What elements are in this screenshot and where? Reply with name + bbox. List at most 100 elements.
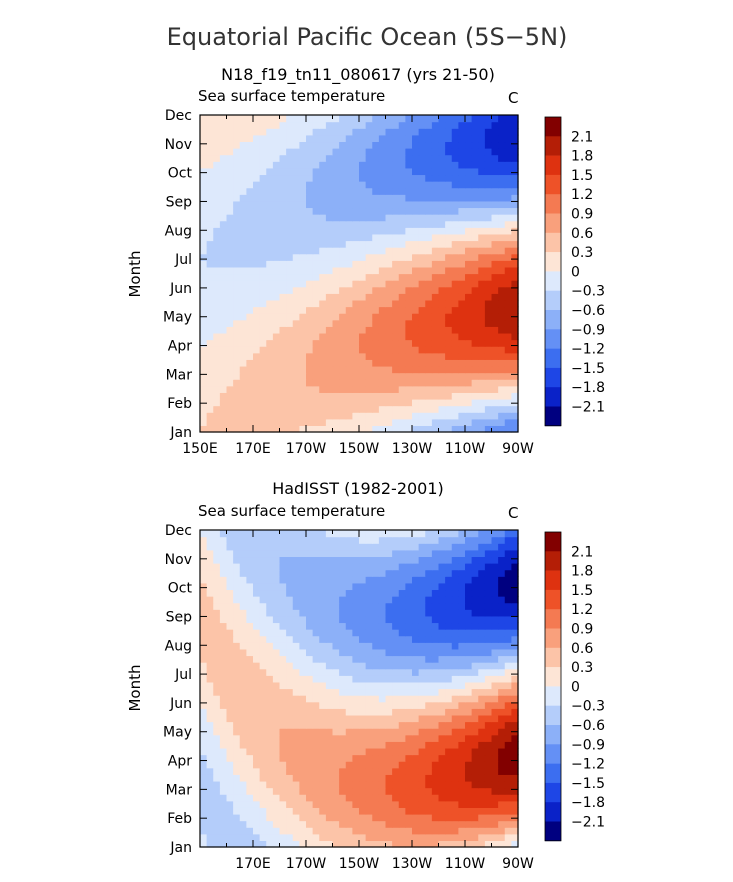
heatmap-cell: [431, 365, 440, 374]
heatmap-cell: [259, 319, 267, 327]
heatmap-cell: [239, 233, 247, 242]
heatmap-cell: [279, 602, 287, 610]
heatmap-cell: [504, 820, 512, 828]
heatmap-cell: [458, 260, 466, 268]
heatmap-cell: [478, 379, 486, 387]
heatmap-cell: [385, 266, 393, 275]
heatmap-cell: [259, 392, 267, 400]
heatmap-cell: [398, 319, 406, 327]
heatmap-cell: [253, 233, 261, 242]
heatmap-cell: [272, 174, 281, 182]
heatmap-cell: [325, 556, 334, 564]
heatmap-cell: [392, 332, 400, 341]
heatmap-cell: [511, 365, 519, 374]
heatmap-cell: [478, 273, 486, 281]
heatmap-cell: [219, 754, 228, 762]
heatmap-cell: [504, 365, 512, 374]
heatmap-cell: [372, 392, 380, 400]
heatmap-cell: [259, 754, 267, 762]
heatmap-cell: [491, 827, 499, 835]
heatmap-cell: [259, 398, 267, 407]
heatmap-cell: [438, 681, 446, 690]
heatmap-cell: [359, 840, 367, 848]
heatmap-cell: [332, 708, 340, 716]
heatmap-cell: [418, 741, 426, 749]
heatmap-cell: [332, 405, 340, 413]
heatmap-cell: [306, 240, 314, 248]
heatmap-cell: [359, 293, 367, 301]
heatmap-cell: [279, 286, 287, 294]
heatmap-cell: [279, 761, 287, 769]
heatmap-cell: [392, 352, 400, 360]
heatmap-cell: [306, 635, 314, 643]
heatmap-cell: [398, 385, 406, 393]
heatmap-cell: [345, 359, 353, 367]
heatmap-cell: [286, 194, 294, 202]
heatmap-cell: [398, 800, 406, 808]
heatmap-cell: [405, 412, 413, 420]
heatmap-cell: [484, 306, 493, 314]
heatmap-cell: [306, 200, 314, 209]
heatmap-cell: [385, 121, 393, 129]
heatmap-cell: [345, 820, 353, 828]
heatmap-cell: [226, 787, 234, 795]
heatmap-cell: [206, 721, 214, 729]
heatmap-cell: [292, 181, 300, 189]
heatmap-cell: [372, 681, 380, 690]
heatmap-cell: [484, 128, 493, 136]
heatmap-cell: [478, 365, 486, 374]
heatmap-cell: [478, 167, 486, 176]
heatmap-cell: [352, 530, 360, 538]
heatmap-cell: [219, 398, 228, 407]
heatmap-cell: [365, 200, 373, 209]
heatmap-cell: [299, 405, 307, 413]
heatmap-cell: [332, 761, 340, 769]
heatmap-cell: [292, 372, 300, 380]
panel-obs-variable: Sea surface temperature: [198, 502, 385, 520]
heatmap-cell: [200, 662, 208, 670]
heatmap-cell: [312, 780, 320, 789]
heatmap-cell: [372, 154, 380, 162]
heatmap-cell: [431, 293, 440, 301]
heatmap-cell: [319, 174, 327, 182]
heatmap-cell: [498, 800, 506, 808]
heatmap-cell: [306, 833, 314, 841]
heatmap-cell: [253, 214, 261, 222]
heatmap-cell: [272, 800, 281, 808]
heatmap-cell: [325, 266, 334, 275]
heatmap-cell: [206, 800, 214, 808]
heatmap-cell: [465, 708, 473, 716]
heatmap-cell: [286, 543, 294, 551]
heatmap-cell: [200, 352, 208, 360]
heatmap-cell: [471, 569, 479, 577]
heatmap-cell: [233, 820, 241, 828]
heatmap-cell: [511, 536, 519, 544]
heatmap-cell: [484, 563, 493, 571]
heatmap-cell: [319, 227, 327, 235]
heatmap-cell: [365, 668, 373, 676]
heatmap-cell: [306, 326, 314, 334]
heatmap-cell: [299, 392, 307, 400]
heatmap-cell: [465, 536, 473, 544]
heatmap-cell: [491, 115, 499, 123]
heatmap-cell: [213, 668, 221, 676]
heatmap-cell: [299, 214, 307, 222]
heatmap-cell: [431, 326, 440, 334]
heatmap-cell: [345, 141, 353, 149]
heatmap-cell: [498, 662, 506, 670]
heatmap-cell: [266, 688, 274, 696]
heatmap-cell: [418, 227, 426, 235]
heatmap-cell: [359, 286, 367, 294]
heatmap-cell: [286, 233, 294, 242]
heatmap-cell: [226, 741, 234, 749]
heatmap-cell: [299, 134, 307, 143]
heatmap-cell: [299, 286, 307, 294]
heatmap-cell: [438, 642, 446, 650]
heatmap-cell: [206, 332, 214, 341]
heatmap-cell: [206, 615, 214, 624]
heatmap-cell: [299, 774, 307, 782]
heatmap-cell: [378, 240, 387, 248]
heatmap-cell: [498, 787, 506, 795]
heatmap-cell: [392, 556, 400, 564]
heatmap-cell: [352, 794, 360, 802]
